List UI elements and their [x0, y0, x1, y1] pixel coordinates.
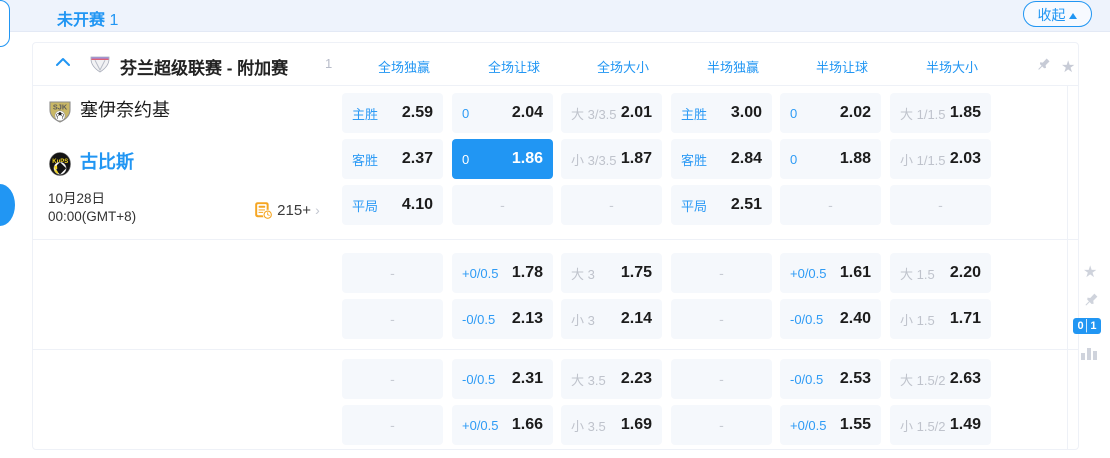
svg-text:SJK: SJK	[53, 103, 68, 112]
